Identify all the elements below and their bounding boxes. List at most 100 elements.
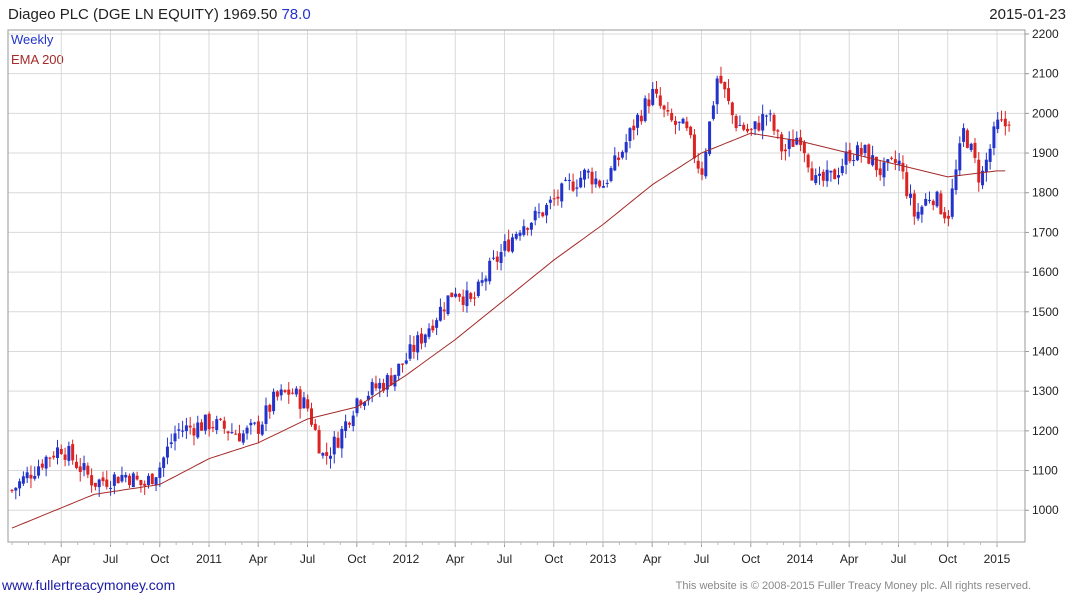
candle-body xyxy=(677,121,681,123)
site-link[interactable]: www.fullertreacymoney.com xyxy=(2,577,176,593)
candle-body xyxy=(871,155,875,166)
candle-body xyxy=(291,392,295,394)
candle-body xyxy=(419,333,423,344)
candle-body xyxy=(488,260,492,282)
candle-body xyxy=(886,159,890,163)
candle-body xyxy=(727,88,731,102)
candle-body xyxy=(355,398,359,414)
candle-body xyxy=(620,151,624,158)
candle-body xyxy=(920,206,924,215)
candle-body xyxy=(169,442,173,445)
candle-body xyxy=(529,222,533,230)
candle-body xyxy=(670,112,674,121)
candle-body xyxy=(514,234,518,239)
candle-body xyxy=(787,139,791,150)
candle-body xyxy=(188,425,192,428)
candle-body xyxy=(52,455,56,458)
candle-body xyxy=(416,335,420,353)
candle-body xyxy=(245,427,249,434)
candle-body xyxy=(632,125,636,131)
candle-body xyxy=(431,325,435,331)
candle-body xyxy=(840,166,844,174)
candle-body xyxy=(435,320,439,328)
chart-grid xyxy=(8,30,1025,542)
candle-body xyxy=(279,389,283,396)
candle-body xyxy=(594,178,598,185)
candle-body xyxy=(806,154,810,168)
candle-body xyxy=(503,241,507,251)
candle-body xyxy=(821,171,825,181)
candle-body xyxy=(658,95,662,106)
x-tick-label: Oct xyxy=(347,552,366,566)
candle-body xyxy=(351,415,355,427)
candle-body xyxy=(992,126,996,149)
candle-body xyxy=(237,433,241,442)
candle-body xyxy=(82,463,86,470)
candle-body xyxy=(131,473,135,488)
candle-body xyxy=(950,188,954,217)
candle-body xyxy=(1000,119,1004,121)
candle-body xyxy=(154,477,158,486)
y-tick-label: 1500 xyxy=(1032,305,1059,319)
candle-body xyxy=(984,159,988,173)
candle-body xyxy=(935,191,939,207)
candle-body xyxy=(484,278,488,282)
candle-body xyxy=(177,429,181,431)
candle-body xyxy=(890,157,894,159)
candle-body xyxy=(101,477,105,482)
candle-body xyxy=(954,169,958,191)
candle-body xyxy=(689,126,693,136)
candle-body xyxy=(927,199,931,201)
y-tick-label: 1900 xyxy=(1032,146,1059,160)
candle-body xyxy=(241,433,245,443)
candle-body xyxy=(628,128,632,141)
candle-body xyxy=(859,148,863,155)
candle-body xyxy=(29,474,33,479)
x-tick-label: 2015 xyxy=(984,552,1011,566)
candle-body xyxy=(909,193,913,198)
candle-body xyxy=(867,144,871,164)
candle-body xyxy=(97,479,101,488)
candle-body xyxy=(708,121,712,155)
candle-body xyxy=(298,389,302,409)
candle-body xyxy=(55,447,59,458)
candle-body xyxy=(71,444,75,461)
x-tick-label: 2012 xyxy=(393,552,420,566)
candle-body xyxy=(382,382,386,391)
candle-body xyxy=(1007,124,1011,126)
stock-chart: 1000 1100 1200 1300 1400 1500 1600 1700 1800 1900… xyxy=(7,27,1059,566)
candle-body xyxy=(150,473,154,485)
chart-title: Diageo PLC (DGE LN EQUITY) 1969.50 78.0 xyxy=(8,6,311,23)
y-tick-label: 1300 xyxy=(1032,384,1059,398)
candle-body xyxy=(783,149,787,152)
candle-body xyxy=(526,228,530,230)
candle-body xyxy=(59,448,63,455)
candle-body xyxy=(802,142,806,154)
candle-body xyxy=(696,160,700,169)
candle-body xyxy=(207,413,211,430)
candle-body xyxy=(814,175,818,184)
x-tick-label: Jul xyxy=(694,552,709,566)
candle-body xyxy=(397,363,401,376)
candle-body xyxy=(454,293,458,297)
candle-body xyxy=(711,105,715,119)
x-tick-label: 2013 xyxy=(590,552,617,566)
candle-body xyxy=(734,115,738,129)
candle-body xyxy=(146,475,150,485)
candle-body xyxy=(946,215,950,219)
candle-body xyxy=(863,144,867,153)
candle-body xyxy=(116,476,120,484)
candle-body xyxy=(662,105,666,110)
candle-body xyxy=(969,143,973,150)
x-tick-label: Oct xyxy=(938,552,957,566)
candle-body xyxy=(973,142,977,158)
candle-body xyxy=(184,425,188,432)
candle-body xyxy=(211,426,215,429)
copyright-notice: This website is © 2008-2015 Fuller Treac… xyxy=(675,580,1031,592)
candle-body xyxy=(408,344,412,359)
candle-body xyxy=(400,363,404,365)
candle-body xyxy=(848,150,852,162)
candle-body xyxy=(256,421,260,434)
candle-body xyxy=(173,433,177,442)
candle-body xyxy=(438,306,442,321)
